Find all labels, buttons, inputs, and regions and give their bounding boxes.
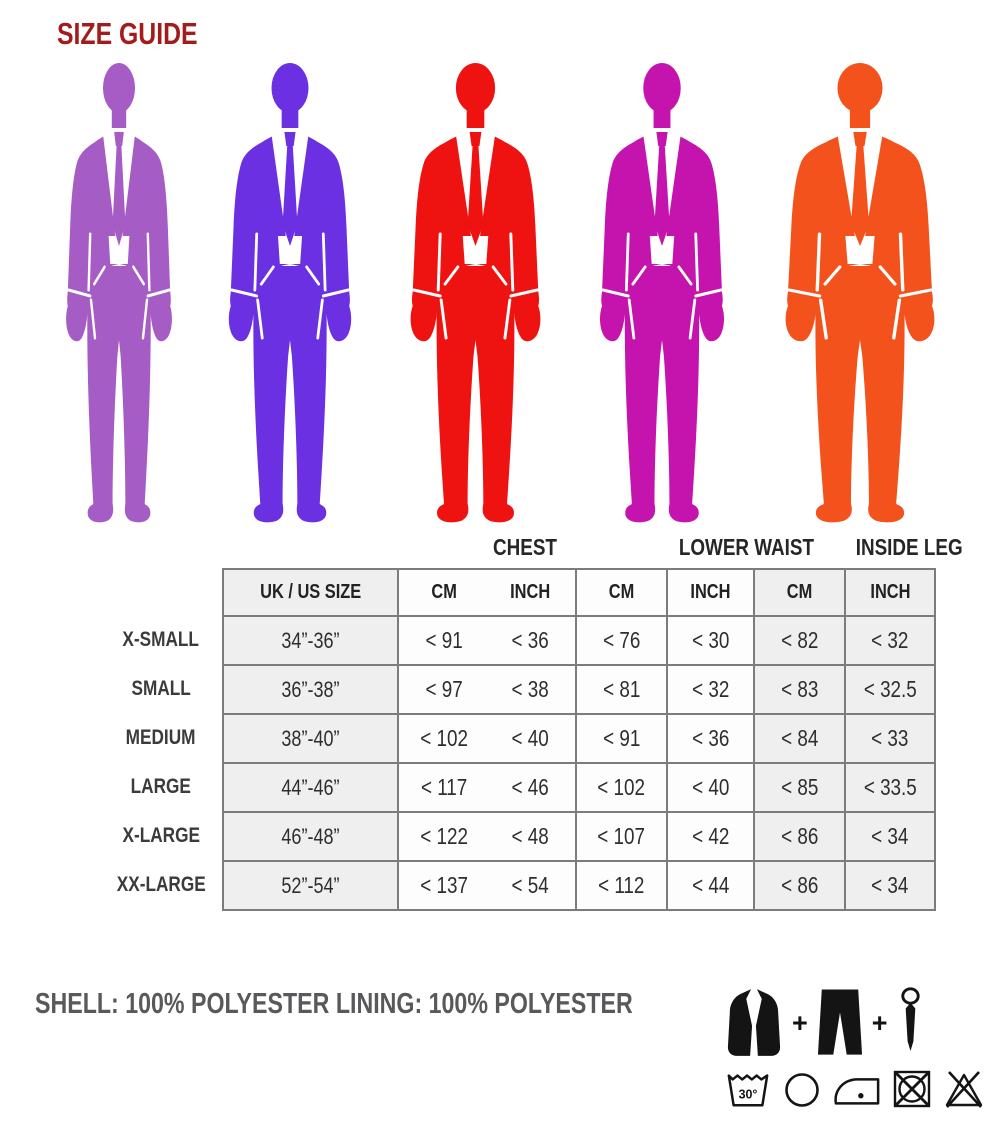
svg-text:30°: 30° xyxy=(739,1088,758,1102)
plus-sign: + xyxy=(792,1007,808,1038)
cell-leg-cm: < 86 xyxy=(753,860,846,911)
cell-waist-cm: < 76 xyxy=(575,615,668,666)
col-header-waist-inch: INCH xyxy=(666,568,755,617)
cell-leg-inch: < 34 xyxy=(844,811,936,862)
measurement-group-headers: CHEST LOWER WAIST INSIDE LEG xyxy=(493,534,963,560)
size-row-label: X-SMALL xyxy=(122,628,200,651)
iron-one-dot-icon xyxy=(834,1078,880,1105)
cell-waist-inch: < 36 xyxy=(666,713,755,764)
suit-figure-1 xyxy=(64,61,174,524)
cell-waist-inch: < 44 xyxy=(666,860,755,911)
cell-leg-cm: < 82 xyxy=(753,615,846,666)
cell-waist-inch: < 40 xyxy=(666,762,755,813)
cell-leg-inch: < 32 xyxy=(844,615,936,666)
suit-figures-row xyxy=(55,54,950,524)
cell-waist-cm: < 107 xyxy=(575,811,668,862)
dry-clean-circle-icon xyxy=(785,1073,819,1107)
col-header-ukus: UK / US SIZE xyxy=(222,568,399,617)
garment-icons-row: + + xyxy=(725,984,987,1062)
cell-leg-cm: < 85 xyxy=(753,762,846,813)
col-header-waist-cm: CM xyxy=(575,568,668,617)
cell-leg-cm: < 83 xyxy=(753,664,846,715)
size-table-body: 34”-36” < 91 < 36 < 76 < 30 < 82 < 32 36”-38” < … xyxy=(222,615,936,911)
size-row-label: X-LARGE xyxy=(122,824,200,847)
table-row: 38”-40” < 102 < 40 < 91 < 36 < 84 < 33 xyxy=(222,713,936,764)
size-row-label: LARGE xyxy=(130,775,192,798)
cell-ukus: 46”-48” xyxy=(222,811,399,862)
trousers-icon xyxy=(817,989,862,1055)
cell-chest: < 91 < 36 xyxy=(397,615,577,666)
size-row-label: MEDIUM xyxy=(126,726,196,749)
plus-sign: + xyxy=(871,1007,888,1038)
cell-waist-cm: < 102 xyxy=(575,762,668,813)
cell-ukus: 36”-38” xyxy=(222,664,399,715)
size-table-header-row: UK / US SIZE CM INCH CM INCH CM INCH xyxy=(222,568,936,617)
cell-chest: < 97 < 38 xyxy=(397,664,577,715)
wash-30-icon: 30° xyxy=(727,1074,769,1107)
cell-ukus: 52”-54” xyxy=(222,860,399,911)
cell-waist-inch: < 32 xyxy=(666,664,755,715)
table-row: 34”-36” < 91 < 36 < 76 < 30 < 82 < 32 xyxy=(222,615,936,666)
cell-leg-cm: < 86 xyxy=(753,811,846,862)
col-header-chest-cm-inch: CM INCH xyxy=(397,568,577,617)
col-header-leg-cm: CM xyxy=(753,568,846,617)
cell-leg-inch: < 33.5 xyxy=(844,762,936,813)
size-row-label: XX-LARGE xyxy=(116,873,206,896)
cell-ukus: 34”-36” xyxy=(222,615,399,666)
wash-icons-row: 30° xyxy=(725,1069,987,1109)
cell-waist-inch: < 42 xyxy=(666,811,755,862)
cell-leg-inch: < 34 xyxy=(844,860,936,911)
cell-chest: < 122 < 48 xyxy=(397,811,577,862)
table-row: 46”-48” < 122 < 48 < 107 < 42 < 86 < 34 xyxy=(222,811,936,862)
suit-figure-5 xyxy=(783,61,937,524)
tie-icon xyxy=(900,987,920,1051)
cell-leg-cm: < 84 xyxy=(753,713,846,764)
care-instructions: + + 30° xyxy=(725,984,987,1109)
cell-waist-cm: < 81 xyxy=(575,664,668,715)
cell-chest: < 137 < 54 xyxy=(397,860,577,911)
col-header-leg-inch: INCH xyxy=(844,568,936,617)
size-table: UK / US SIZE CM INCH CM INCH CM INCH 34”-… xyxy=(222,568,936,911)
cell-ukus: 38”-40” xyxy=(222,713,399,764)
cell-waist-cm: < 91 xyxy=(575,713,668,764)
cell-leg-inch: < 33 xyxy=(844,713,936,764)
table-row: 52”-54” < 137 < 54 < 112 < 44 < 86 < 34 xyxy=(222,860,936,911)
table-row: 36”-38” < 97 < 38 < 81 < 32 < 83 < 32.5 xyxy=(222,664,936,715)
do-not-tumble-dry-icon xyxy=(893,1070,931,1108)
suit-figure-3 xyxy=(409,61,542,524)
cell-waist-inch: < 30 xyxy=(666,615,755,666)
suit-figure-4 xyxy=(598,61,726,524)
suit-figure-2 xyxy=(227,61,353,524)
cell-chest: < 117 < 46 xyxy=(397,762,577,813)
size-chart: CHEST LOWER WAIST INSIDE LEG UK / US SIZ… xyxy=(100,530,963,911)
materials-text: SHELL: 100% POLYESTER LINING: 100% POLYE… xyxy=(35,988,633,1020)
table-row: 44”-46” < 117 < 46 < 102 < 40 < 85 < 33.5 xyxy=(222,762,936,813)
cell-chest: < 102 < 40 xyxy=(397,713,577,764)
size-row-labels: X-SMALL SMALL MEDIUM LARGE X-LARGE XX-LARGE xyxy=(100,615,222,909)
cell-leg-inch: < 32.5 xyxy=(844,664,936,715)
cell-waist-cm: < 112 xyxy=(575,860,668,911)
page-title: SIZE GUIDE xyxy=(57,16,198,51)
cell-ukus: 44”-46” xyxy=(222,762,399,813)
size-row-label: SMALL xyxy=(131,677,191,700)
jacket-icon xyxy=(727,989,781,1056)
do-not-bleach-icon xyxy=(945,1071,983,1108)
